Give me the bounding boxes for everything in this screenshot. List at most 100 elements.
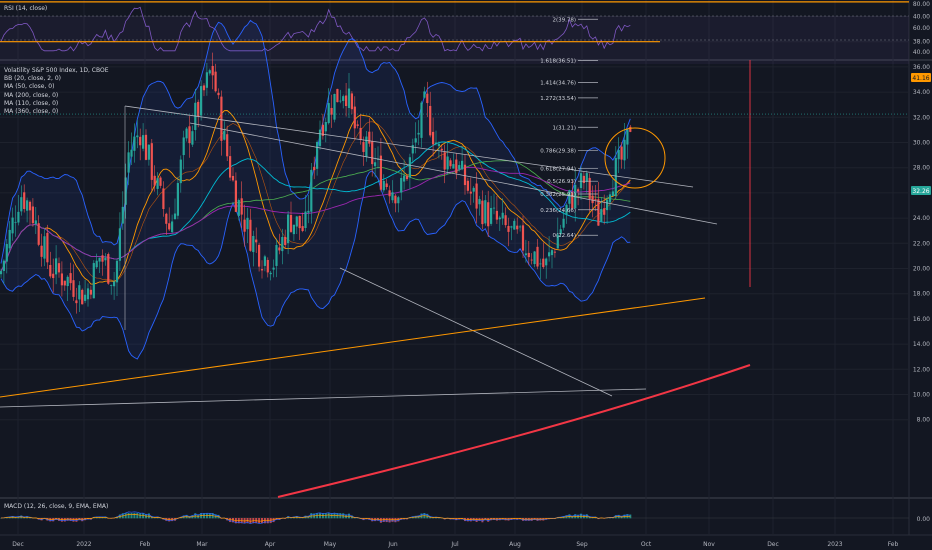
- candle-body: [533, 251, 536, 265]
- time-tick-label: 2023: [827, 541, 842, 548]
- candle-body: [405, 175, 409, 180]
- candle-body: [191, 131, 194, 145]
- candle-body: [23, 192, 26, 209]
- candle-body: [150, 143, 153, 180]
- macd-legend[interactable]: MACD (12, 26, close, 9, EMA, EMA): [4, 503, 108, 511]
- candle-body: [72, 280, 75, 297]
- macd-plot: [0, 511, 909, 525]
- candle-body: [46, 232, 49, 263]
- rsi-plot: [0, 6, 909, 64]
- candle-body: [182, 137, 185, 156]
- fibonacci-extension[interactable]: 2(39.78) 1.618(36.51) 1.414(34.76) 1.272(33…: [540, 17, 598, 239]
- candle-body: [240, 198, 243, 215]
- macd-histogram-bar: [72, 518, 75, 522]
- candle-body: [327, 103, 330, 124]
- candle-body: [107, 254, 110, 284]
- price-tick-label: 22.00: [913, 240, 930, 247]
- candle-body: [197, 101, 200, 117]
- candle-body: [385, 183, 388, 188]
- main-legend[interactable]: Volatility S&P 500 Index, 1D, CBOE BB (2…: [4, 67, 109, 116]
- candle-body: [171, 221, 174, 233]
- candle-body: [92, 263, 95, 299]
- candle-body: [220, 96, 223, 141]
- candle-body: [278, 247, 281, 251]
- candle-body: [156, 178, 159, 189]
- candle-body: [571, 192, 574, 209]
- candle-body: [336, 88, 339, 103]
- candle-body: [585, 173, 588, 182]
- price-tick-label: 34.00: [913, 89, 930, 96]
- ma110-legend-label[interactable]: MA (110, close, 0): [4, 99, 59, 107]
- last-price-badge: 32.26: [911, 186, 931, 195]
- candle-body: [130, 149, 133, 157]
- candle-body: [214, 71, 217, 92]
- candle-body: [379, 155, 382, 190]
- candle-body: [284, 236, 287, 246]
- candle-body: [614, 157, 617, 196]
- candle-body: [577, 189, 580, 192]
- candle-body: [2, 260, 5, 271]
- candle-body: [449, 160, 452, 167]
- candle-body: [133, 136, 136, 151]
- macd-legend-label[interactable]: MACD (12, 26, close, 9, EMA, EMA): [4, 503, 109, 510]
- candle-body: [582, 175, 585, 184]
- time-tick-label: Jun: [387, 541, 398, 548]
- candle-body: [249, 219, 252, 251]
- candle-body: [388, 190, 391, 197]
- candle-body: [292, 224, 295, 235]
- candle-body: [165, 213, 168, 224]
- macd-histogram-bar: [136, 513, 139, 519]
- ma50-legend-label[interactable]: MA (50, close, 0): [4, 83, 55, 91]
- fib-level-label: 1(31.21): [552, 125, 576, 131]
- candle-body: [400, 177, 403, 193]
- candlesticks[interactable]: [0, 52, 632, 314]
- candle-body: [411, 145, 414, 154]
- candle-body: [472, 187, 475, 192]
- fib-level-label: 1.272(33.54): [540, 96, 576, 102]
- time-tick-label: Aug: [509, 541, 521, 548]
- macd-histogram-bar: [127, 513, 130, 519]
- fib-level-label: 1.414(34.76): [540, 81, 576, 87]
- candle-body: [84, 294, 87, 301]
- macd-histogram-bar: [249, 518, 252, 524]
- bb-fill: [1, 20, 631, 360]
- candle-body: [417, 132, 420, 135]
- rsi-legend-label[interactable]: RSI (14, close): [4, 5, 48, 12]
- ma360-legend-label[interactable]: MA (360, close, 0): [4, 108, 59, 116]
- candle-body: [394, 195, 397, 204]
- candle-body: [144, 134, 148, 160]
- candle-body: [597, 199, 600, 226]
- candle-body: [548, 252, 551, 257]
- candle-body: [446, 156, 449, 170]
- candle-body: [504, 215, 507, 226]
- candle-body: [0, 271, 3, 275]
- candle-body: [545, 258, 548, 266]
- rising-curve: [277, 364, 751, 498]
- symbol-title[interactable]: Volatility S&P 500 Index, 1D, CBOE: [4, 67, 109, 74]
- candle-body: [350, 93, 353, 110]
- bb-legend-label[interactable]: BB (20, close, 2, 0): [4, 75, 61, 83]
- ma200-legend-label[interactable]: MA (200, close, 0): [4, 91, 59, 99]
- candle-body: [362, 142, 365, 152]
- candle-body: [550, 250, 554, 256]
- macd-line: [0, 511, 631, 525]
- macd-histogram-bar: [319, 513, 321, 519]
- time-tick-label: Oct: [641, 541, 652, 548]
- candle-body: [307, 210, 310, 213]
- candle-body: [623, 139, 626, 161]
- candle-body: [527, 252, 530, 258]
- candle-body: [365, 136, 368, 157]
- candle-body: [202, 85, 206, 91]
- candle-body: [281, 236, 284, 252]
- rsi-tick-label: 60.00: [913, 25, 930, 32]
- candle-body: [26, 200, 29, 211]
- rsi-legend[interactable]: RSI (14, close): [4, 5, 47, 13]
- macd-histogram-bar: [263, 518, 266, 524]
- candle-body: [89, 289, 92, 295]
- candle-body: [339, 100, 342, 102]
- price-tick-label: 28.00: [913, 165, 930, 172]
- candle-body: [397, 197, 400, 204]
- rsi-tick-label: 40.00: [913, 49, 930, 56]
- trendline-drawings[interactable]: [0, 1, 909, 498]
